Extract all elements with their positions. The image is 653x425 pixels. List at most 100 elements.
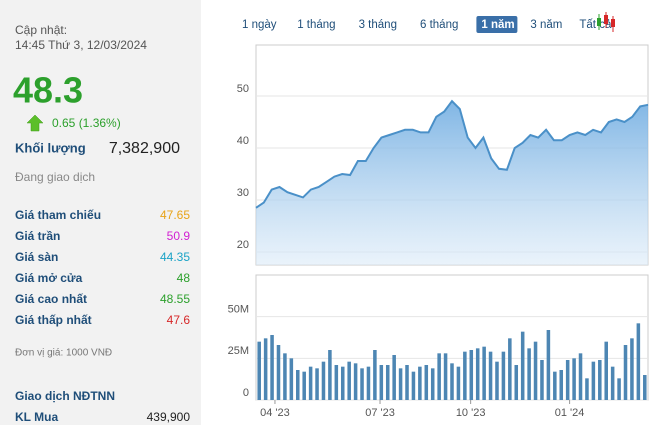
row-value: 44.35 — [160, 250, 190, 264]
tab[interactable]: 1 năm — [481, 19, 514, 31]
volume-bar — [527, 348, 531, 400]
row-label: Giá thấp nhất — [15, 313, 92, 327]
volume-bar — [353, 363, 358, 400]
volume-bar — [553, 371, 557, 400]
volume-bar — [315, 368, 319, 400]
foreign-title: Giao dịch NĐTNN — [15, 389, 115, 403]
volume-bar — [604, 341, 608, 400]
volume-bar — [257, 341, 261, 400]
volume-bar — [321, 361, 326, 400]
volume-bar — [598, 360, 602, 400]
volume-bar — [443, 353, 448, 400]
volume-bar — [643, 375, 647, 400]
tab[interactable]: 3 năm — [530, 19, 562, 31]
volume-bar — [334, 365, 339, 400]
volume-bar — [559, 370, 564, 400]
row-value: 48 — [177, 271, 191, 285]
row-label: Giá tham chiếu — [15, 208, 101, 222]
row-value: 47.65 — [160, 208, 190, 222]
volume-bar — [469, 350, 474, 400]
price-line — [255, 99, 649, 209]
volume-bar — [475, 348, 480, 400]
volume-label: Khối lượng — [15, 140, 86, 155]
volume-bar — [636, 323, 641, 400]
row-value: 48.55 — [160, 292, 190, 306]
side-panel — [0, 0, 201, 425]
volume-bar — [610, 366, 615, 400]
y-tick-label: 50M — [228, 304, 249, 316]
tab[interactable]: 1 ngày — [242, 19, 277, 31]
volume-bar — [430, 368, 435, 400]
tab[interactable]: Tất cả — [579, 19, 612, 31]
volume-bar — [385, 365, 390, 400]
tab[interactable]: 6 tháng — [420, 19, 458, 31]
volume-bar — [540, 360, 544, 400]
volume-bar — [263, 338, 268, 400]
volume-bar — [546, 330, 551, 400]
y-tick-label: 50 — [237, 83, 249, 95]
volume-bar — [289, 358, 294, 400]
status: Đang giao dịch — [15, 170, 95, 184]
unit-note: Đơn vị giá: 1000 VNĐ — [15, 348, 112, 359]
volume-bar — [591, 361, 596, 400]
volume-bar — [463, 351, 467, 400]
price: 48.3 — [13, 70, 83, 111]
volume-bar — [340, 366, 345, 400]
volume-bar — [308, 366, 313, 400]
volume-bar — [437, 353, 441, 400]
y-tick-label: 40 — [237, 135, 249, 147]
volume-bar — [450, 363, 454, 400]
volume-bar — [283, 353, 287, 400]
volume-bar — [418, 366, 422, 400]
volume-bar — [585, 378, 589, 400]
foreign-buy: 439,900 — [147, 410, 191, 424]
volume-bar — [270, 335, 274, 400]
volume-bar — [392, 355, 396, 400]
updated-time: 14:45 Thứ 3, 12/03/2024 — [15, 38, 147, 52]
volume-bar — [488, 351, 493, 400]
row-label: Giá trần — [15, 229, 60, 243]
volume-bar — [366, 366, 371, 400]
tab[interactable]: 3 tháng — [359, 19, 397, 31]
row-label: Giá sàn — [15, 250, 58, 264]
candle-icon[interactable] — [597, 12, 615, 32]
volume-bar — [495, 361, 499, 400]
foreign-buy-label: KL Mua — [15, 410, 58, 424]
volume-bar — [405, 365, 409, 400]
volume-bar — [533, 341, 538, 400]
volume-bar — [302, 371, 306, 400]
volume-bar — [578, 353, 583, 400]
row-value: 50.9 — [167, 229, 191, 243]
volume-bar — [501, 351, 506, 400]
change: 0.65 (1.36%) — [52, 116, 121, 130]
x-tick-label: 07 '23 — [365, 407, 395, 419]
y-tick-label: 20 — [237, 239, 249, 251]
volume-bar — [572, 358, 576, 400]
volume-bar — [424, 365, 429, 400]
y-tick-label: 25M — [228, 345, 249, 357]
volume-bar — [296, 370, 300, 400]
row-label: Giá mở cửa — [15, 271, 83, 285]
x-tick-label: 10 '23 — [456, 407, 486, 419]
area — [256, 101, 648, 265]
volume-bar — [379, 365, 384, 400]
volume-bar — [565, 360, 570, 400]
tab[interactable]: 1 tháng — [297, 19, 335, 31]
row-value: 47.6 — [167, 313, 191, 327]
x-tick-label: 04 '23 — [260, 407, 290, 419]
volume-bar — [520, 331, 525, 400]
volume-bar — [328, 350, 332, 400]
row-label: Giá cao nhất — [15, 292, 87, 306]
volume-bar — [617, 378, 621, 400]
volume-bar — [411, 371, 416, 400]
tab-active-bg — [476, 16, 518, 33]
volume-bar — [276, 345, 281, 400]
volume-bar — [360, 368, 364, 400]
volume-bar — [514, 365, 519, 400]
updated-label: Cập nhật: — [15, 23, 67, 37]
volume-bar — [398, 368, 403, 400]
up-arrow — [26, 114, 44, 132]
volume-bar — [630, 338, 634, 400]
y-tick-label: 30 — [237, 187, 249, 199]
